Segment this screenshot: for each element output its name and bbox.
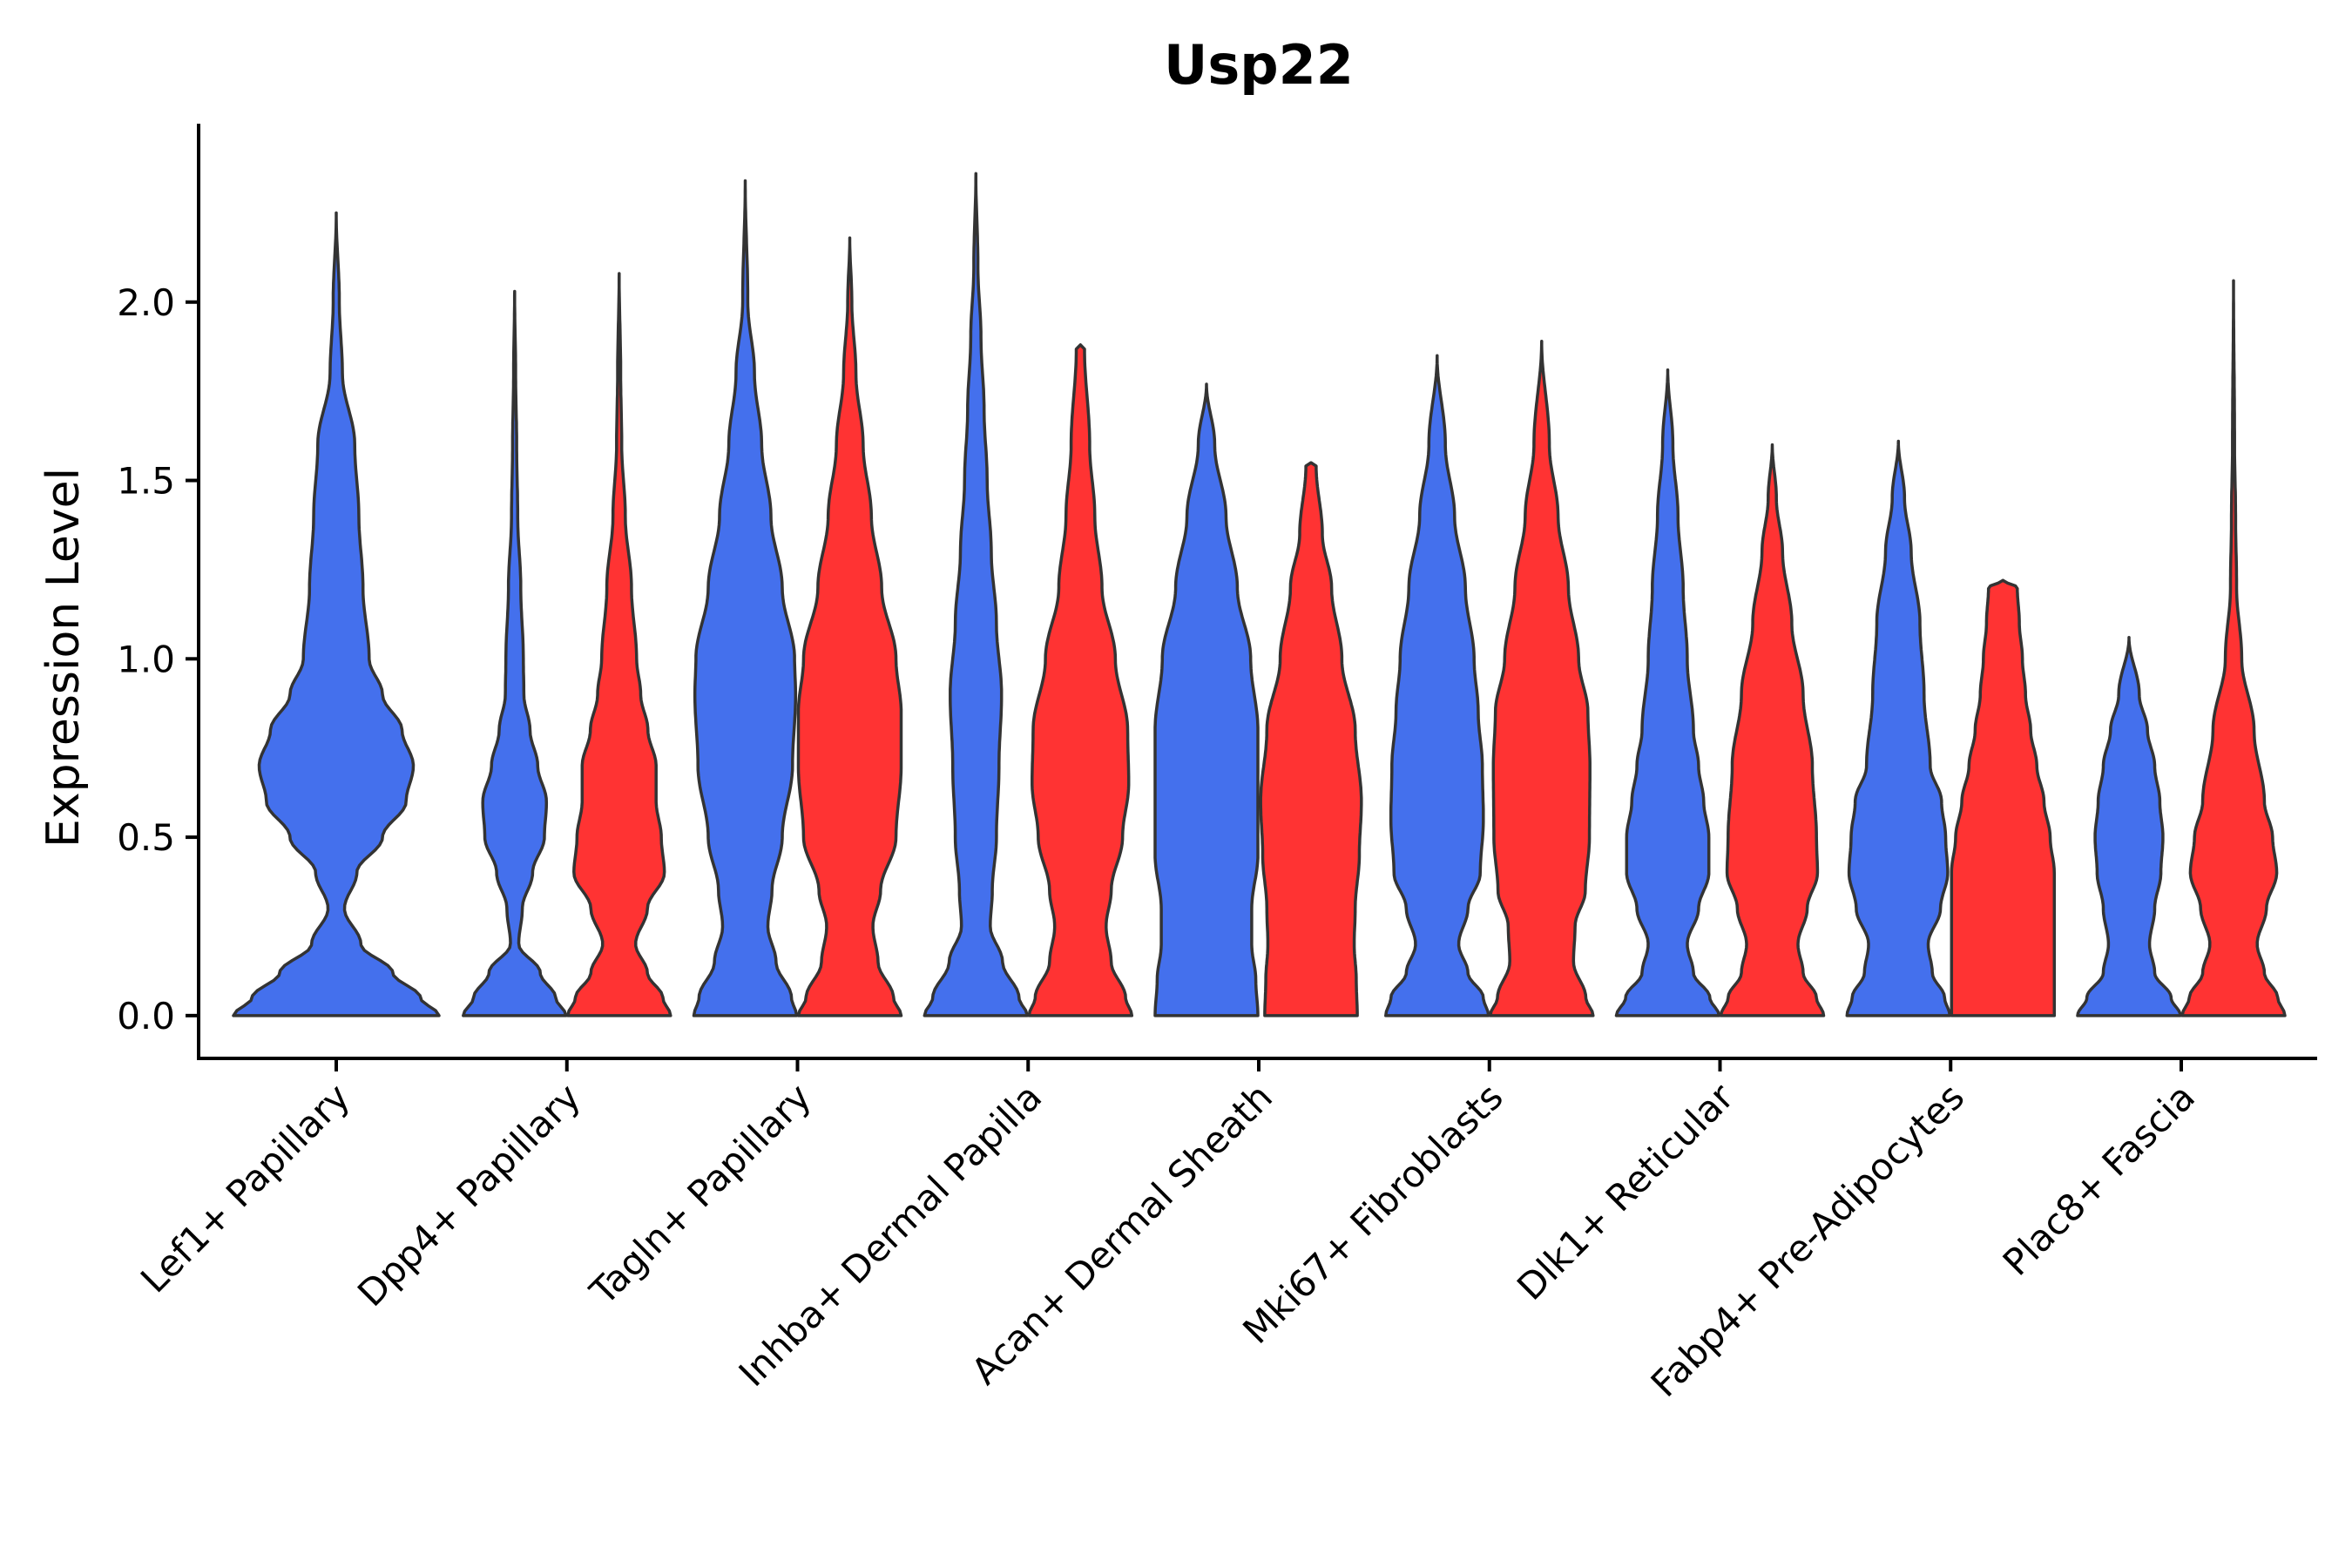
violin-red-3	[796, 236, 903, 1017]
y-tick-label: 0.0	[117, 995, 175, 1037]
violin-red-5	[1259, 461, 1363, 1017]
violin-red-9	[2180, 279, 2287, 1017]
x-tick-label: Lef1+ Papillary	[132, 1075, 358, 1301]
x-tick-label: Tagln+ Papillary	[581, 1075, 819, 1313]
y-tick-label: 2.0	[117, 281, 175, 324]
violin-blue-4	[923, 172, 1030, 1017]
plot-area	[232, 172, 2287, 1017]
violin-blue-6	[1384, 354, 1490, 1017]
y-tick-label: 1.5	[117, 460, 175, 503]
violin-red-7	[1719, 443, 1826, 1017]
violin-blue-2	[462, 289, 568, 1017]
violin-red-8	[1950, 578, 2057, 1017]
violin-blue-5	[1153, 382, 1260, 1017]
violin-blue-8	[1845, 439, 1952, 1017]
x-tick-label: Dlk1+ Reticular	[1509, 1075, 1742, 1308]
x-tick-label: Mki67+ Fibroblasts	[1234, 1075, 1511, 1351]
x-tick-label: Plac8+ Fascia	[1995, 1075, 2203, 1283]
violin-blue-3	[692, 179, 799, 1017]
violin-red-2	[566, 272, 672, 1017]
y-axis-ticks: 0.0 0.5 1.0 1.5 2.0	[117, 281, 199, 1037]
y-axis-label: Expression Level	[37, 468, 90, 848]
violin-blue-1	[232, 211, 441, 1017]
violin-red-6	[1489, 340, 1595, 1017]
y-tick-label: 1.0	[117, 638, 175, 680]
chart-title: Usp22	[1164, 33, 1354, 97]
x-tick-label: Dpp4+ Papillary	[349, 1075, 589, 1315]
y-tick-label: 0.5	[117, 816, 175, 859]
violin-blue-9	[2076, 635, 2182, 1017]
violin-blue-7	[1614, 368, 1721, 1017]
violin-red-4	[1027, 343, 1134, 1017]
